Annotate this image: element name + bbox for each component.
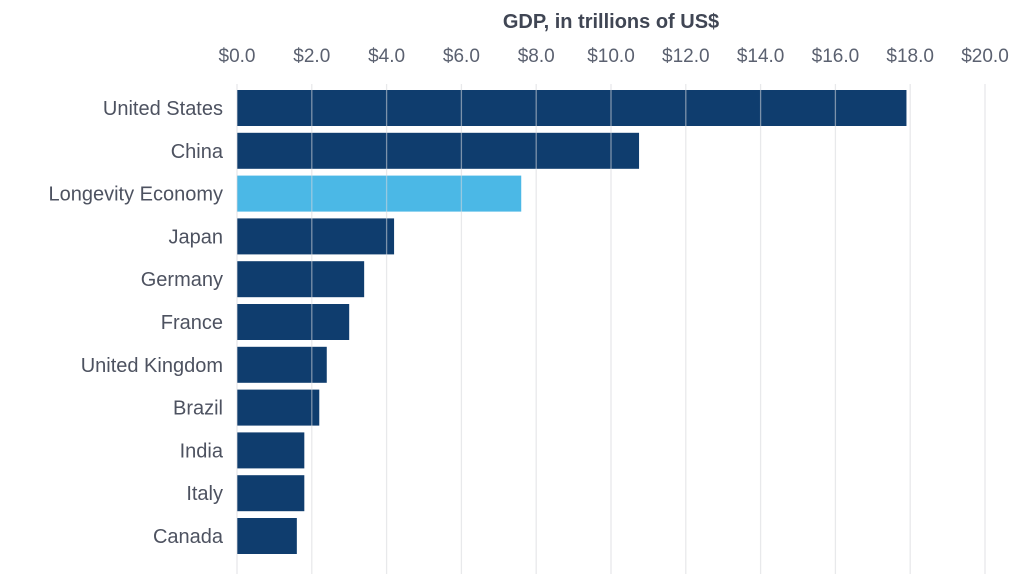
bar-france — [237, 304, 350, 340]
x-tick-label: $16.0 — [812, 46, 860, 67]
category-label: United Kingdom — [81, 355, 223, 377]
x-axis-ticks: $0.0 $2.0 $4.0 $6.0 $8.0 $10.0 $12.0 $14.0 $16.0… — [219, 46, 1009, 67]
x-tick-label: $20.0 — [961, 46, 1009, 67]
category-label: Canada — [153, 526, 224, 548]
bars — [237, 90, 907, 554]
bar-longevity-economy — [237, 175, 522, 212]
x-tick-label: $0.0 — [219, 46, 256, 67]
bar-united-states — [237, 90, 907, 126]
gridlines — [236, 84, 986, 574]
x-tick-label: $14.0 — [737, 46, 785, 67]
bar-india — [237, 432, 305, 469]
category-label: Japan — [169, 226, 224, 248]
bar-germany — [237, 261, 365, 298]
x-tick-label: $4.0 — [368, 46, 405, 67]
category-label: France — [161, 312, 223, 334]
chart-title: GDP, in trillions of US$ — [503, 11, 719, 33]
category-labels: United States China Longevity Economy Japan… — [48, 98, 223, 548]
x-tick-label: $6.0 — [443, 46, 480, 67]
bar-china — [237, 132, 640, 169]
category-label: United States — [103, 98, 223, 120]
bar-united-kingdom — [237, 346, 327, 383]
bar-italy — [237, 475, 305, 512]
bar-japan — [237, 218, 395, 255]
x-tick-label: $2.0 — [293, 46, 330, 67]
bar-brazil — [237, 389, 320, 426]
category-label: China — [171, 141, 224, 163]
x-tick-label: $18.0 — [886, 46, 934, 67]
category-label: Germany — [141, 269, 223, 291]
category-label: India — [180, 440, 224, 462]
x-tick-label: $12.0 — [662, 46, 710, 67]
category-label: Longevity Economy — [48, 184, 223, 206]
category-label: Brazil — [173, 398, 223, 420]
x-tick-label: $10.0 — [587, 46, 635, 67]
x-tick-label: $8.0 — [518, 46, 555, 67]
category-label: Italy — [186, 483, 223, 505]
bar-canada — [237, 518, 297, 554]
